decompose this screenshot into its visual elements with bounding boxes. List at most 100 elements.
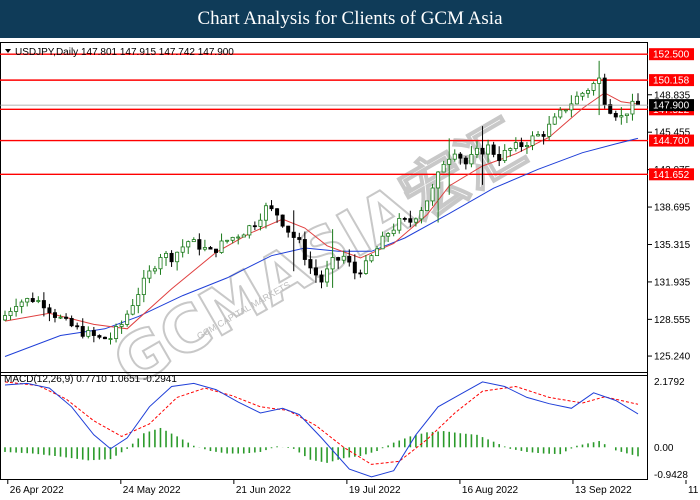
candle-body	[580, 92, 585, 97]
level-price-tag	[649, 168, 694, 181]
candle-body	[64, 316, 69, 319]
level-price-tag	[649, 74, 694, 87]
candle-body	[369, 255, 374, 262]
candle-body	[236, 236, 241, 239]
candle-body	[336, 257, 341, 261]
candle-body	[513, 142, 518, 149]
candle-body	[597, 77, 602, 84]
candle-body	[86, 330, 91, 337]
candle-body	[3, 315, 8, 321]
dropdown-arrow-icon[interactable]	[5, 49, 11, 53]
candle-body	[408, 218, 413, 223]
candle-body	[58, 316, 63, 319]
level-price-label: 141.652	[653, 170, 690, 181]
level-price-tag	[649, 48, 694, 61]
candle-body	[447, 158, 452, 165]
candle-body	[130, 305, 135, 315]
time-tick-label: 26 Apr 2022	[10, 485, 64, 496]
candle-body	[463, 157, 468, 165]
candle-body	[75, 325, 80, 328]
candle-body	[347, 255, 352, 263]
candle-body	[291, 231, 296, 238]
symbol-info: USDJPY,Daily 147.801 147.915 147.742 147…	[15, 47, 234, 58]
candle-body	[419, 210, 424, 220]
candle-body	[530, 135, 535, 146]
chart-frame	[0, 42, 648, 480]
price-tick-label: 148.835	[654, 90, 691, 101]
macd-label: MACD(12,26,9) 0.7710 1.0651 -0.2941	[4, 374, 177, 385]
candle-body	[313, 267, 318, 276]
candle-body	[308, 259, 313, 269]
time-tick-label: 21 Jun 2022	[236, 485, 291, 496]
level-price-label: 144.700	[653, 136, 690, 147]
time-axis: 26 Apr 2022 24 May 2022 21 Jun 2022 19 Jul …	[7, 480, 700, 496]
candle-body	[175, 251, 180, 263]
candle-body	[441, 163, 446, 173]
macd-tick-label: 2.1792	[654, 377, 685, 388]
candle-body	[552, 116, 557, 125]
candle-body	[619, 115, 624, 118]
candle-body	[80, 326, 85, 337]
level-price-tag	[649, 134, 694, 147]
candle-body	[330, 257, 335, 270]
candle-body	[391, 229, 396, 234]
candle-body	[219, 240, 224, 253]
candle-body	[524, 145, 529, 148]
macd-main-line	[4, 381, 639, 478]
candle-body	[263, 205, 268, 221]
candle-body	[141, 277, 146, 295]
candle-body	[547, 123, 552, 137]
candle-body	[258, 219, 263, 227]
price-tick-label: 138.695	[654, 203, 691, 214]
candle-body	[608, 104, 613, 114]
candle-body	[363, 260, 368, 274]
candle-body	[119, 324, 124, 327]
candle-body	[452, 153, 457, 160]
candle-body	[480, 147, 485, 155]
macd-signal-line	[4, 381, 639, 465]
candle-body	[14, 306, 19, 312]
candle-body	[302, 239, 307, 260]
current-price-label: 147.900	[653, 101, 690, 112]
candle-body	[36, 300, 41, 302]
candle-body	[430, 187, 435, 202]
time-tick-label: 16 Aug 2022	[462, 485, 519, 496]
candle-body	[252, 225, 257, 228]
candle-body	[125, 313, 130, 325]
price-tick-label: 135.315	[654, 240, 691, 251]
candle-body	[191, 239, 196, 243]
candle-body	[586, 90, 591, 94]
candle-body	[474, 147, 479, 155]
time-tick-label: 11 Oct 2022	[688, 485, 700, 496]
candle-body	[247, 225, 252, 236]
candle-body	[352, 261, 357, 274]
candle-body	[319, 274, 324, 283]
chart-banner-title: Chart Analysis for Clients of GCM Asia	[0, 0, 700, 38]
candle-body	[486, 144, 491, 155]
time-tick-label: 19 Jul 2022	[349, 485, 401, 496]
candle-body	[102, 336, 107, 340]
candle-body	[213, 248, 218, 253]
plot-border	[0, 42, 648, 480]
current-price-tag	[649, 99, 694, 112]
candle-body	[358, 272, 363, 275]
candle-body	[397, 218, 402, 231]
candle-body	[169, 252, 174, 263]
candle-body	[624, 113, 629, 117]
candle-body	[180, 246, 185, 253]
candle-body	[380, 235, 385, 250]
candle-body	[541, 134, 546, 137]
candle-body	[497, 154, 502, 161]
price-tick-label: 145.455	[654, 128, 691, 139]
candle-body	[436, 171, 441, 189]
candle-body	[341, 255, 346, 261]
price-tick-label: 125.240	[654, 352, 691, 363]
candle-body	[230, 236, 235, 241]
candle-body	[519, 142, 524, 148]
candle-body	[402, 218, 407, 220]
candle-body	[19, 301, 24, 307]
candle-body	[158, 257, 163, 270]
candle-body	[297, 237, 302, 240]
time-tick-label: 13 Sep 2022	[575, 485, 632, 496]
